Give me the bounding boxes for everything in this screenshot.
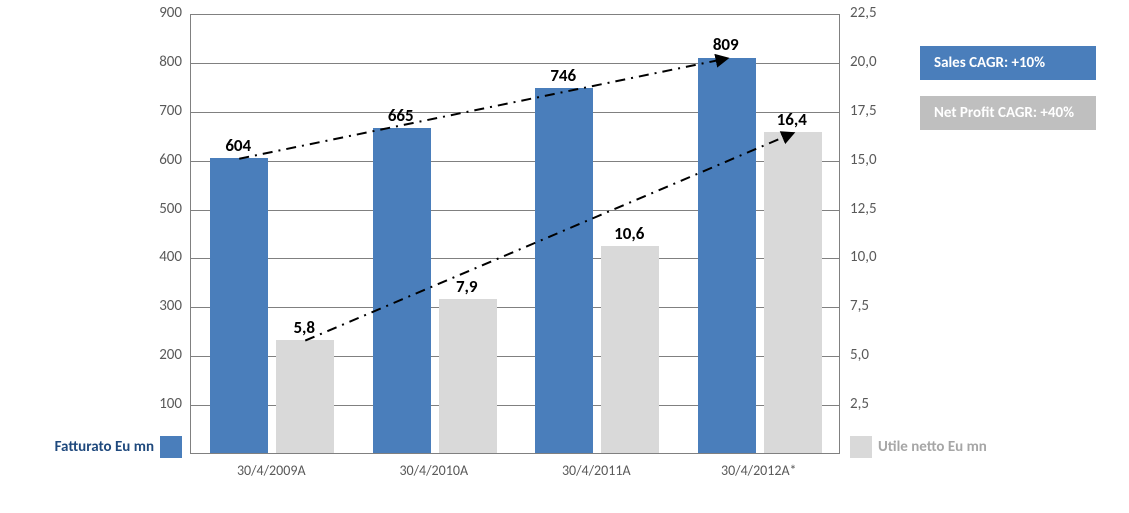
y-right-tick: 20,0 — [850, 53, 877, 71]
y-left-tick: 800 — [140, 53, 182, 71]
y-left-tick: 500 — [140, 200, 182, 218]
y-left-tick: 200 — [140, 346, 182, 364]
y-left-tick: 100 — [140, 395, 182, 413]
bar-primary — [210, 158, 268, 453]
y-right-tick: 5,0 — [850, 346, 869, 364]
y-right-tick: 15,0 — [850, 151, 877, 169]
y-right-tick: 10,0 — [850, 248, 877, 266]
bar-secondary-label: 16,4 — [777, 109, 807, 130]
bar-secondary — [764, 132, 822, 453]
y-left-tick: 400 — [140, 248, 182, 266]
legend-label-secondary: Utile netto Eu mn — [878, 438, 987, 456]
bar-primary — [373, 128, 431, 453]
legend-swatch-primary — [160, 436, 182, 458]
x-tick: 30/4/2011A — [562, 462, 631, 479]
bar-primary-label: 746 — [550, 65, 576, 86]
y-right-tick: 2,5 — [850, 395, 869, 413]
chart-plot-area — [190, 14, 840, 454]
bar-secondary — [276, 340, 334, 453]
cagr-sales-box: Sales CAGR: +10% — [920, 46, 1096, 80]
legend-swatch-secondary — [850, 436, 872, 458]
y-right-tick: 17,5 — [850, 102, 877, 120]
bar-secondary-label: 5,8 — [293, 317, 315, 338]
bar-secondary — [439, 299, 497, 453]
x-tick: 30/4/2012A* — [721, 462, 797, 479]
gridline — [191, 14, 839, 15]
y-left-tick: 900 — [140, 4, 182, 22]
bar-secondary-label: 7,9 — [456, 276, 478, 297]
bar-primary — [535, 88, 593, 453]
bar-primary-label: 809 — [713, 34, 739, 55]
bar-secondary — [601, 246, 659, 453]
y-left-tick: 600 — [140, 151, 182, 169]
cagr-profit-box: Net Profit CAGR: +40% — [920, 96, 1096, 130]
bar-secondary-label: 10,6 — [614, 223, 644, 244]
bar-primary — [698, 58, 756, 454]
x-tick: 30/4/2010A — [399, 462, 468, 479]
x-tick: 30/4/2009A — [237, 462, 306, 479]
y-right-tick: 22,5 — [850, 4, 877, 22]
bar-primary-label: 604 — [225, 135, 251, 156]
y-left-tick: 300 — [140, 297, 182, 315]
y-right-tick: 12,5 — [850, 200, 877, 218]
legend-label-primary: Fatturato Eu mn — [10, 438, 154, 456]
bar-primary-label: 665 — [388, 105, 414, 126]
y-right-tick: 7,5 — [850, 297, 869, 315]
y-left-tick: 700 — [140, 102, 182, 120]
